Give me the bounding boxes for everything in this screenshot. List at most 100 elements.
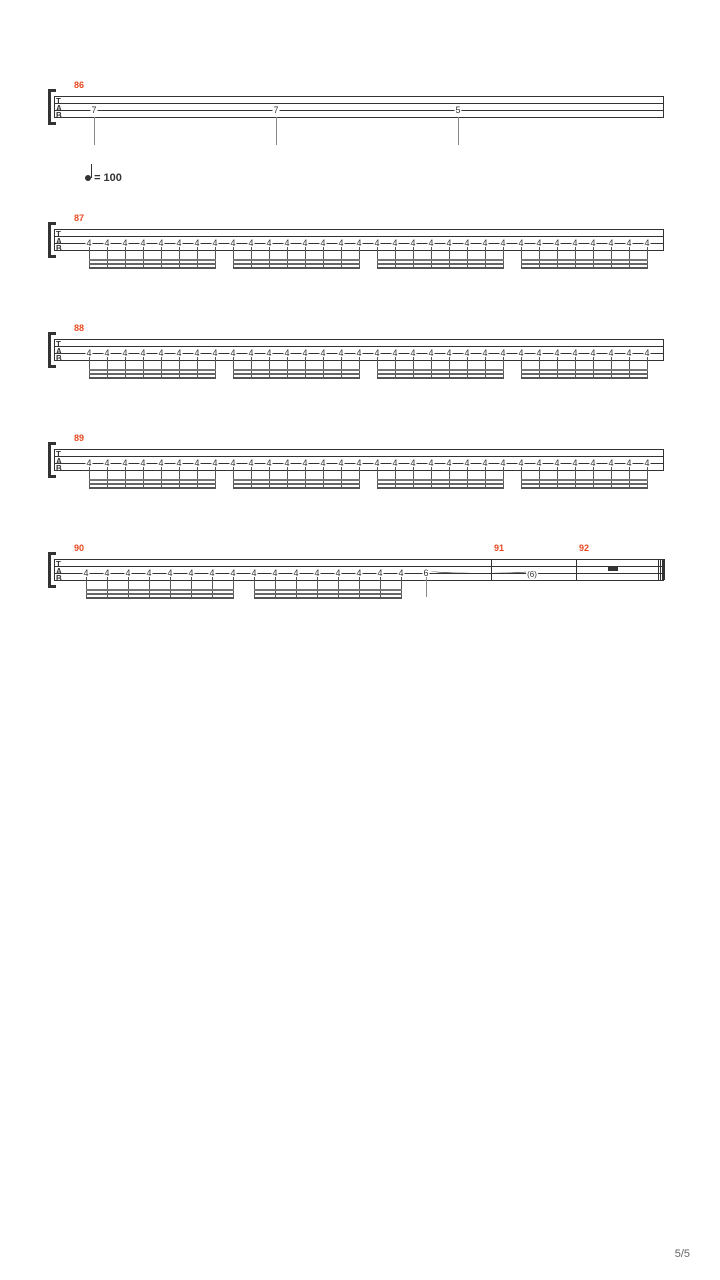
stem — [323, 357, 324, 379]
stem — [341, 247, 342, 269]
stem — [557, 247, 558, 269]
beam — [254, 593, 402, 595]
barline — [54, 449, 55, 470]
stem — [161, 467, 162, 489]
stem — [431, 247, 432, 269]
stem — [179, 357, 180, 379]
beam — [521, 263, 648, 265]
stem — [467, 467, 468, 489]
stem — [458, 117, 459, 145]
stem — [125, 467, 126, 489]
tempo-bpm: 100 — [104, 172, 122, 184]
stem — [125, 247, 126, 269]
stem — [94, 117, 95, 145]
stem — [485, 467, 486, 489]
stem — [254, 577, 255, 599]
beam — [254, 597, 402, 599]
beam — [233, 259, 360, 261]
stem — [212, 577, 213, 599]
bar-number: 91 — [494, 543, 504, 553]
stem — [305, 467, 306, 489]
stem — [179, 467, 180, 489]
stem — [125, 357, 126, 379]
stem — [539, 247, 540, 269]
beam — [521, 259, 648, 261]
beam — [86, 593, 234, 595]
beam — [377, 259, 504, 261]
tab-clef: TAB — [56, 231, 62, 252]
stem — [593, 247, 594, 269]
stem — [161, 247, 162, 269]
stem — [305, 247, 306, 269]
final-barline — [660, 559, 665, 580]
stem — [287, 357, 288, 379]
stem — [276, 117, 277, 145]
stem — [233, 467, 234, 489]
stem — [521, 247, 522, 269]
beam — [89, 259, 216, 261]
stem — [539, 357, 540, 379]
stem — [647, 467, 648, 489]
bracket — [48, 555, 51, 585]
stem — [521, 467, 522, 489]
barline — [54, 229, 55, 250]
stem — [431, 357, 432, 379]
stem — [629, 247, 630, 269]
stem — [143, 357, 144, 379]
stem — [215, 247, 216, 269]
stem — [128, 577, 129, 599]
tab-clef: TAB — [56, 341, 62, 362]
bar-number: 86 — [74, 80, 84, 90]
quarter-note-icon — [85, 175, 91, 181]
stem — [503, 357, 504, 379]
beam — [89, 483, 216, 485]
stem — [191, 577, 192, 599]
fret-number: 7 — [90, 106, 97, 115]
stem — [629, 467, 630, 489]
tab-clef: TAB — [56, 561, 62, 582]
barline — [663, 96, 664, 117]
stem — [107, 247, 108, 269]
stem — [467, 247, 468, 269]
stem — [89, 247, 90, 269]
stem — [305, 357, 306, 379]
beam — [233, 479, 360, 481]
stem — [338, 577, 339, 599]
beam — [86, 597, 234, 599]
barline — [54, 559, 55, 580]
barline — [54, 339, 55, 360]
stem — [395, 467, 396, 489]
stem — [359, 357, 360, 379]
stem — [359, 247, 360, 269]
stem — [611, 357, 612, 379]
stem — [215, 467, 216, 489]
stem — [341, 357, 342, 379]
stem — [179, 247, 180, 269]
stem — [341, 467, 342, 489]
beam — [377, 483, 504, 485]
tab-page: 86 T A B 7 7 5 = 100 87 T — [0, 0, 720, 1280]
stem — [647, 357, 648, 379]
beam — [89, 479, 216, 481]
fret-number: 5 — [454, 106, 461, 115]
stem — [575, 467, 576, 489]
stem — [557, 357, 558, 379]
beam — [254, 589, 402, 591]
beam — [233, 369, 360, 371]
beam — [377, 267, 504, 269]
beam — [521, 377, 648, 379]
tab-clef: T A B — [56, 98, 62, 119]
stem — [593, 467, 594, 489]
stem — [197, 467, 198, 489]
beam — [233, 487, 360, 489]
stem — [413, 357, 414, 379]
barline — [658, 559, 659, 580]
beam — [377, 373, 504, 375]
stem — [539, 467, 540, 489]
stem — [359, 577, 360, 599]
stem — [107, 467, 108, 489]
beam — [377, 263, 504, 265]
bracket — [48, 445, 51, 475]
stem — [89, 357, 90, 379]
beam — [521, 373, 648, 375]
